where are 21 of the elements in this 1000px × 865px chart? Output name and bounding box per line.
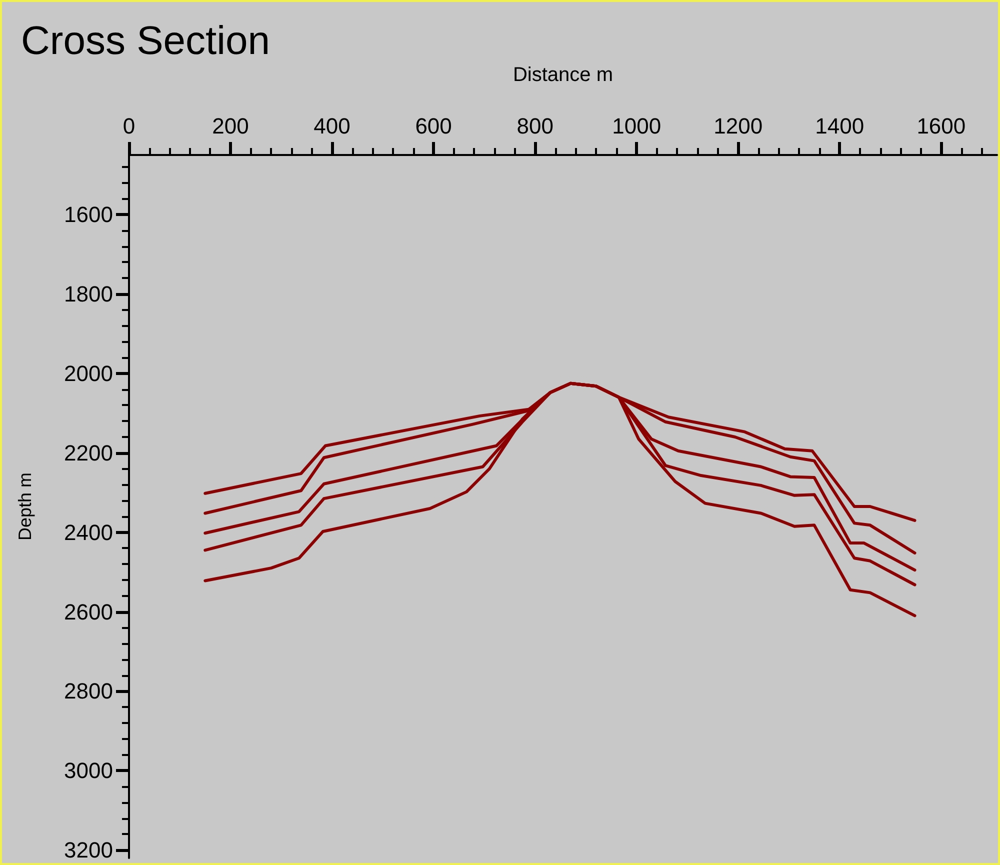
y-tick-label: 1600 — [64, 202, 113, 228]
y-tick-label: 2000 — [64, 360, 113, 386]
x-tick-label: 1200 — [714, 114, 763, 138]
y-tick-label: 2800 — [64, 678, 113, 704]
y-tick-label: 2600 — [64, 599, 113, 624]
y-tick-label: 3000 — [64, 758, 113, 784]
x-tick-label: 1400 — [815, 114, 864, 138]
x-tick-label: 800 — [516, 114, 554, 138]
chart-title: Cross Section — [21, 19, 270, 63]
y-axis-title: Depth m — [15, 472, 35, 541]
x-tick-label: 1600 — [916, 114, 966, 138]
y-tick-label: 1800 — [64, 282, 113, 307]
x-tick-label: 200 — [212, 114, 249, 138]
x-tick-label: 0 — [122, 114, 136, 138]
y-tick-label: 2400 — [64, 520, 113, 545]
x-tick-label: 400 — [314, 114, 350, 138]
x-tick-label: 1000 — [612, 114, 662, 138]
y-tick-label: 2200 — [64, 440, 113, 466]
y-tick-label: 3200 — [64, 838, 113, 863]
x-tick-label: 600 — [415, 114, 452, 138]
x-axis-title: Distance m — [512, 64, 614, 86]
